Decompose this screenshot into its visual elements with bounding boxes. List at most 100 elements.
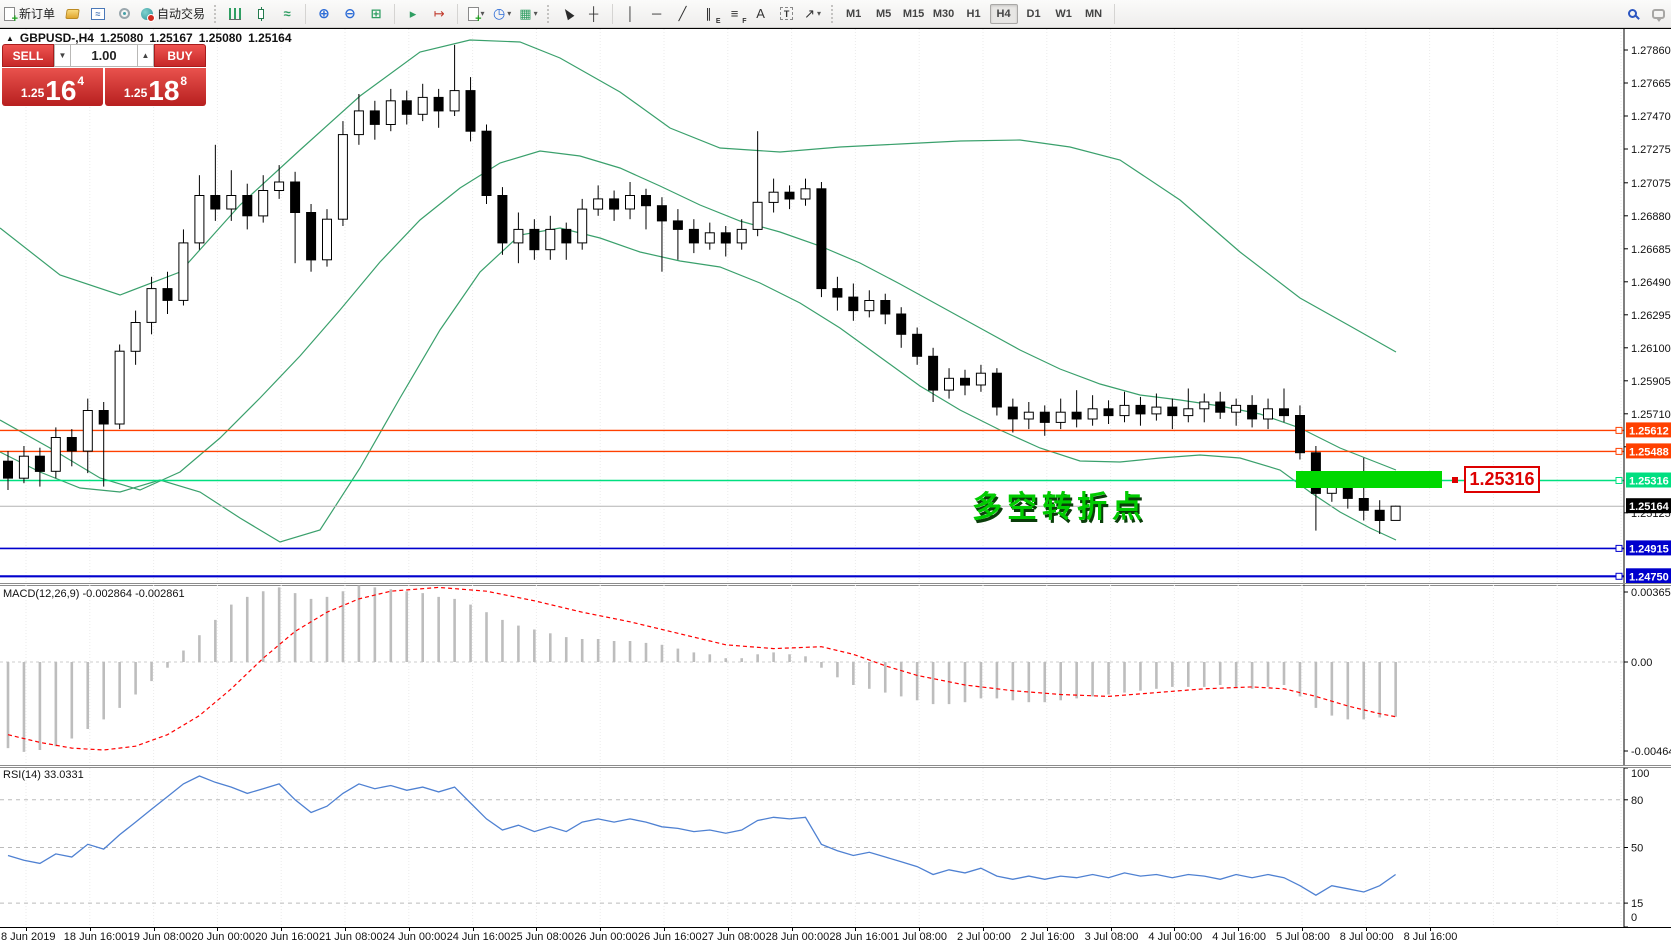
zoom-in-button[interactable]: ⊕ [312,3,336,25]
bollinger-upper [0,39,1397,353]
timeframe-h1[interactable]: H1 [966,7,981,20]
time-axis[interactable]: 8 Jun 2019 18 Jun 16:00 19 Jun 08:00 20 Jun… [0,927,1671,946]
volume-up-button[interactable]: ▲ [137,44,154,67]
timeframe-m15[interactable]: M15 [902,7,925,20]
chat-button[interactable] [1646,3,1670,25]
zoom-out-button[interactable]: ⊖ [338,3,362,25]
toolbar-separator [1113,3,1115,24]
date-tick-label: 27 Jun 08:00 [701,931,766,943]
sell-button[interactable]: SELL [2,44,54,67]
toolbar-separator [214,4,217,23]
timeframe-mn[interactable]: MN [1085,7,1103,20]
horizontal-line-button[interactable]: ─ [645,3,669,25]
timeframe-m30[interactable]: M30 [932,7,955,20]
ohlc-open: 1.25080 [99,31,144,45]
date-tick-label: 24 Jun 16:00 [446,931,511,943]
rsi-tick: 15 [1631,898,1643,910]
toolbar-separator [394,3,396,24]
candlestick-chart-button[interactable] [249,3,273,25]
new-order-label: 新订单 [19,7,56,21]
zoom-out-icon: ⊖ [344,5,356,21]
vertical-line-button[interactable]: │ [619,3,643,25]
new-order-icon: + [4,6,18,24]
auto-scroll-button[interactable]: ▸ [401,3,425,25]
price-tick: 1.26490 [1631,277,1671,289]
price-tick: 1.26880 [1631,211,1671,223]
bar-chart-icon [229,7,242,20]
new-order-button[interactable]: + 新订单 [1,3,58,25]
level-price-label: 1.25612 [1629,425,1669,437]
sell-price-button[interactable]: 1.25 16 4 [2,68,103,106]
level-price-label: 1.25316 [1629,476,1669,488]
macd-tick: -0.004645 [1631,746,1671,758]
buy-button[interactable]: BUY [154,44,206,67]
crosshair-button[interactable]: ┼ [582,3,606,25]
line-chart-button[interactable]: ≈ [275,3,299,25]
channel-button[interactable]: ∥ E [705,5,721,25]
tile-windows-icon: ⊞ [370,5,382,21]
bar-chart-button[interactable] [223,3,247,25]
panel-separator[interactable] [0,765,1671,768]
date-tick-label: 25 Jun 08:00 [510,931,575,943]
buy-price-button[interactable]: 1.25 18 8 [105,68,206,106]
periods-button[interactable]: ◷ ▾ [490,3,514,25]
date-tick-label: 20 Jun 00:00 [191,931,256,943]
fibonacci-button[interactable]: ≡ F [730,6,747,25]
autotrading-button[interactable]: 自动交易 [138,3,208,25]
horizontal-line-icon: ─ [651,6,662,21]
one-click-trading-panel: SELL ▼ ▲ BUY 1.25 16 4 1.25 18 8 [2,44,206,106]
toolbar-separator [457,3,459,24]
trendline-button[interactable]: ╱ [671,3,695,25]
macd-values: -0.002864 -0.002861 [82,588,185,600]
level-price-label: 1.25488 [1629,446,1669,458]
price-callout[interactable]: 1.25316 [1464,466,1540,493]
indicators-button[interactable]: + ▾ [464,3,488,25]
chart-window-button[interactable]: ≈ [86,3,110,25]
cursor-button[interactable] [556,3,580,25]
date-tick-label: 24 Jun 00:00 [382,931,447,943]
panel-separator[interactable] [0,583,1671,586]
highlight-band [1296,471,1442,488]
chart-shift-button[interactable]: ↦ [427,3,451,25]
date-tick-label: 28 Jun 16:00 [829,931,894,943]
data-folder-button[interactable] [60,3,84,25]
label-button[interactable]: T [775,3,799,25]
shapes-button[interactable]: ↗ ▾ [801,3,825,25]
template-icon: ▦ [519,5,532,21]
timeframe-h4[interactable]: H4 [989,3,1018,24]
timeframe-w1[interactable]: W1 [1055,7,1072,20]
tile-windows-button[interactable]: ⊞ [364,3,388,25]
volume-input[interactable] [71,44,137,67]
main-chart[interactable]: 1.27860 1.27665 1.27470 1.27275 1.27075 1.268… [0,28,1671,583]
ohlc-close: 1.25164 [248,31,292,45]
rsi-panel[interactable]: 100 80 50 15 0 [0,768,1671,927]
sell-price-big: 16 [45,75,77,106]
trendline-icon: ╱ [678,5,687,21]
text-button[interactable]: A [749,3,773,25]
volume-down-button[interactable]: ▼ [54,44,71,67]
signals-button[interactable] [112,3,136,25]
bollinger-lower [0,227,1397,543]
timeframe-d1[interactable]: D1 [1026,7,1041,20]
timeframe-m1[interactable]: M1 [845,7,862,20]
signals-icon [118,8,130,19]
chart-frame [0,28,1671,29]
macd-panel[interactable]: 0.003658 0.00 -0.004645 [0,584,1671,765]
date-tick-label: 21 Jun 08:00 [319,931,383,943]
timeframe-m5[interactable]: M5 [875,7,892,20]
collapse-arrow-icon[interactable]: ▲ [6,33,14,43]
symbol-period: GBPUSD-,H4 [19,31,94,45]
price-tick: 1.27275 [1631,144,1671,156]
date-tick-label: 5 Jul 08:00 [1276,931,1330,943]
date-tick-label: 20 Jun 16:00 [255,931,319,943]
date-tick-label: 8 Jul 16:00 [1403,931,1458,943]
date-tick-label: 2 Jul 00:00 [957,931,1011,943]
search-button[interactable] [1620,3,1644,25]
templates-button[interactable]: ▦ ▾ [516,3,540,25]
timeframe-group: M1 M5 M15 M30 H1 H4 D1 W1 MN [839,3,1109,24]
callout-handle[interactable] [1452,477,1458,483]
indicators-icon: + [467,6,482,24]
annotation-text[interactable]: 多空转折点 [972,491,1147,524]
candlestick-icon [258,6,265,21]
date-tick-label: 18 Jun 16:00 [63,931,128,943]
